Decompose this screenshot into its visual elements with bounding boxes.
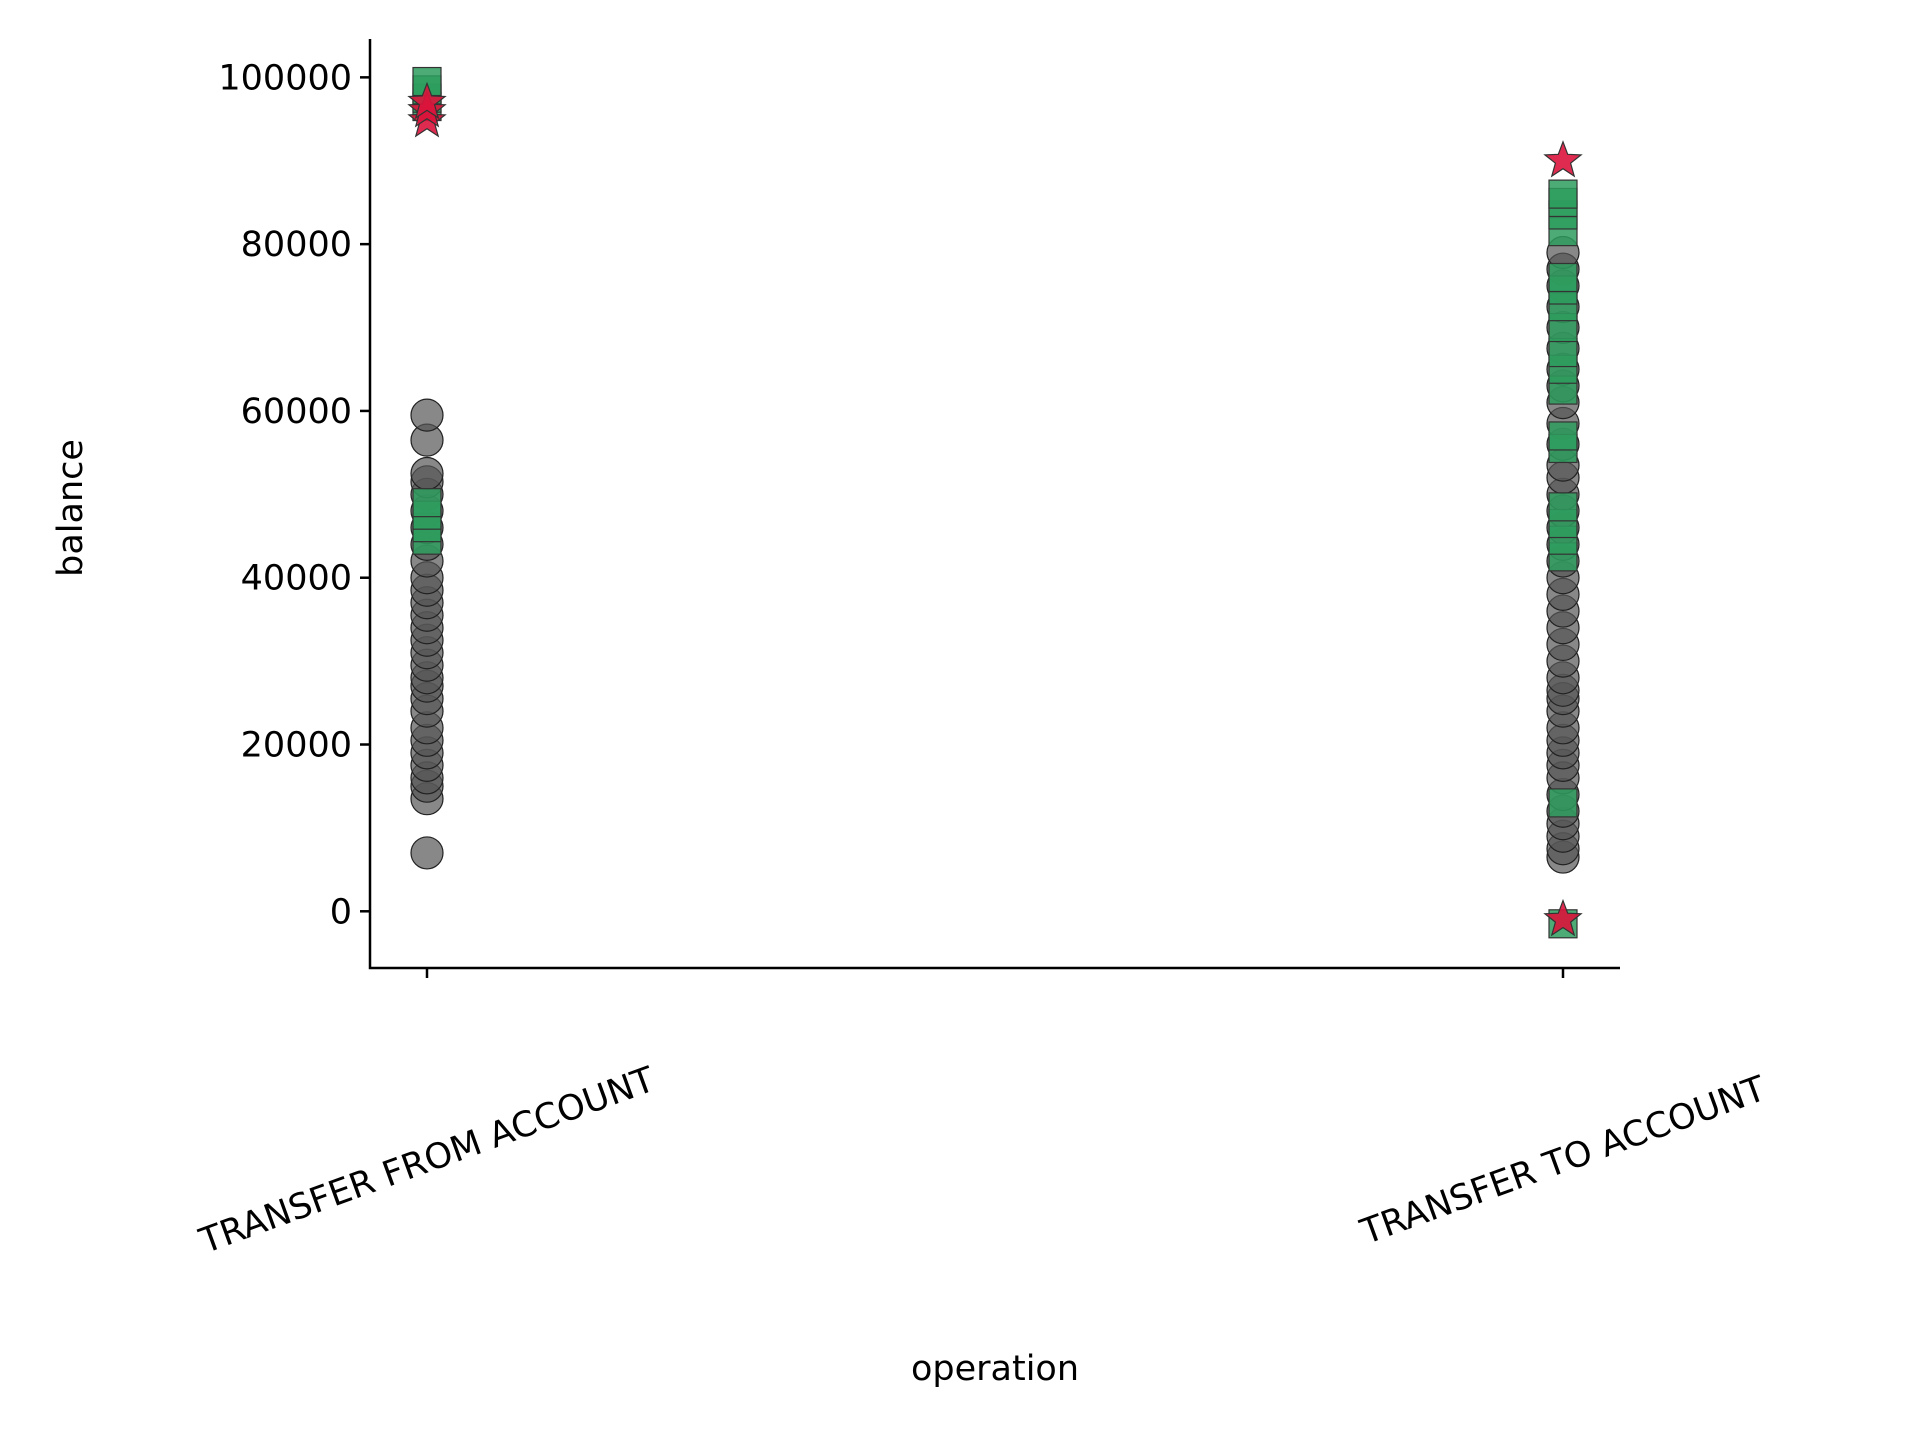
point xyxy=(412,66,442,97)
point xyxy=(407,81,447,120)
point xyxy=(410,836,444,870)
y-tick-label: 80000 xyxy=(241,225,352,265)
point xyxy=(1543,898,1583,937)
y-axis-label: balance xyxy=(51,439,91,577)
x-tick-label: TRANSFER TO ACCOUNT xyxy=(1355,1069,1772,1253)
x-tick-label: TRANSFER FROM ACCOUNT xyxy=(194,1060,661,1263)
y-tick-label: 40000 xyxy=(241,559,352,599)
point xyxy=(1543,140,1583,178)
point xyxy=(1548,492,1578,522)
point xyxy=(410,398,444,432)
y-tick-label: 0 xyxy=(330,892,352,932)
y-tick-label: 60000 xyxy=(241,392,352,432)
y-tick-label: 100000 xyxy=(218,58,352,98)
point xyxy=(1548,788,1578,818)
y-tick-label: 20000 xyxy=(241,726,352,766)
axis-spines xyxy=(368,39,1620,970)
point xyxy=(1548,179,1578,209)
point xyxy=(1548,337,1578,368)
point xyxy=(1548,421,1578,451)
point xyxy=(412,488,442,518)
point xyxy=(410,456,444,491)
point xyxy=(1548,262,1578,293)
x-axis-label: operation xyxy=(911,1349,1079,1389)
